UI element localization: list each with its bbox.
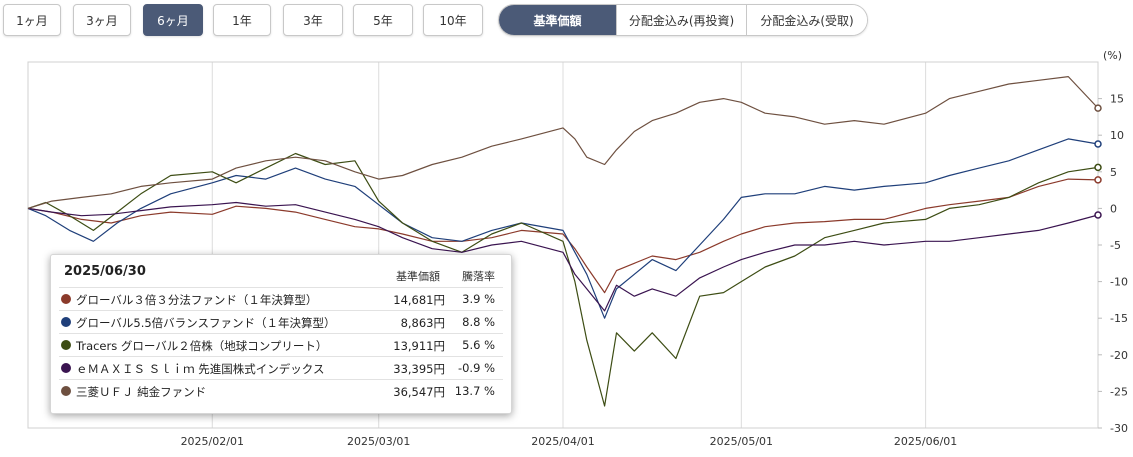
y-tick-label: -15 [1110,312,1128,325]
period-3m-button[interactable]: 3ヶ月 [73,4,131,36]
legend-fund-rate: 13.7 % [454,384,495,398]
legend-fund-name: ｅＭＡＸＩＳ Ｓｌｉｍ 先進国株式インデックス [76,362,325,376]
legend-fund-price: 33,395円 [393,362,445,376]
legend-tooltip: 2025/06/30 基準価額 騰落率 グローバル３倍３分法ファンド（１年決算型… [50,254,512,414]
legend-row: グローバル5.5倍バランスファンド（１年決算型） 8,863円 8.8 % [59,310,503,333]
legend-fund-price: 14,681円 [393,293,445,307]
y-tick-label: -20 [1110,349,1128,362]
series-end-marker [1094,104,1102,112]
tick-labels: 2025/02/01 2025/03/01 2025/04/01 2025/05/01… [181,93,1128,448]
legend-fund-rate: -0.9 % [457,361,495,375]
series-line [27,76,1099,209]
y-tick-label: -25 [1110,385,1128,398]
legend-fund-name: グローバル5.5倍バランスファンド（１年決算型） [76,316,336,330]
x-tick-label: 2025/05/01 [710,435,773,448]
series-color-dot-icon [61,340,71,350]
mode-received-button[interactable]: 分配金込み(受取) [746,5,867,35]
legend-fund-rate: 8.8 % [462,315,495,329]
legend-row: Tracers グローバル２倍株（地球コンプリート） 13,911円 5.6 % [59,333,503,356]
x-tick-label: 2025/03/01 [347,435,410,448]
x-tick-label: 2025/02/01 [181,435,244,448]
y-tick-label: 10 [1110,129,1124,142]
legend-fund-name: Tracers グローバル２倍株（地球コンプリート） [76,339,328,353]
period-3y-button[interactable]: 3年 [283,4,343,36]
y-axis-unit-label: (%) [1103,49,1122,62]
legend-row: ｅＭＡＸＩＳ Ｓｌｉｍ 先進国株式インデックス 33,395円 -0.9 % [59,356,503,379]
legend-header-rate: 騰落率 [462,270,495,283]
period-1m-button[interactable]: 1ヶ月 [3,4,61,36]
series-color-dot-icon [61,386,71,396]
legend-date: 2025/06/30 [64,264,146,279]
y-tick-label: -10 [1110,276,1128,289]
period-6m-button[interactable]: 6ヶ月 [143,4,203,36]
legend-fund-price: 13,911円 [393,339,445,353]
y-tick-label: 5 [1110,166,1117,179]
series-color-dot-icon [61,363,71,373]
x-tick-label: 2025/06/01 [894,435,957,448]
legend-fund-name: グローバル３倍３分法ファンド（１年決算型） [76,293,318,307]
legend-row: グローバル３倍３分法ファンド（１年決算型） 14,681円 3.9 % [59,287,503,310]
series-line [27,201,1099,312]
mode-segmented-control: 基準価額 分配金込み(再投資) 分配金込み(受取) [498,4,868,36]
series-end-marker [1094,163,1102,172]
series-end-marker [1094,211,1102,219]
mode-nav-button[interactable]: 基準価額 [499,5,616,35]
series-line [27,178,1099,294]
series-color-dot-icon [61,317,71,327]
legend-fund-price: 36,547円 [393,385,445,399]
series-line [27,138,1099,319]
legend-fund-rate: 3.9 % [462,292,495,306]
series-color-dot-icon [61,294,71,304]
period-5y-button[interactable]: 5年 [353,4,413,36]
axes [27,61,1102,429]
series-end-marker [1094,140,1102,148]
series-end-marker [1094,176,1102,184]
legend-fund-price: 8,863円 [400,316,445,330]
y-tick-label: 15 [1110,93,1124,106]
legend-row: 三菱ＵＦＪ 純金ファンド 36,547円 13.7 % [59,379,503,402]
series-lines [27,76,1102,407]
period-1y-button[interactable]: 1年 [213,4,271,36]
x-tick-label: 2025/04/01 [531,435,594,448]
y-tick-label: -5 [1110,239,1121,252]
legend-header-price: 基準価額 [396,270,440,283]
legend-fund-name: 三菱ＵＦＪ 純金ファンド [76,385,207,399]
mode-reinvest-button[interactable]: 分配金込み(再投資) [616,5,746,35]
legend-fund-rate: 5.6 % [462,338,495,352]
period-10y-button[interactable]: 10年 [423,4,483,36]
y-tick-label: 0 [1110,202,1117,215]
y-tick-label: -30 [1110,422,1128,435]
series-line [27,152,1099,407]
